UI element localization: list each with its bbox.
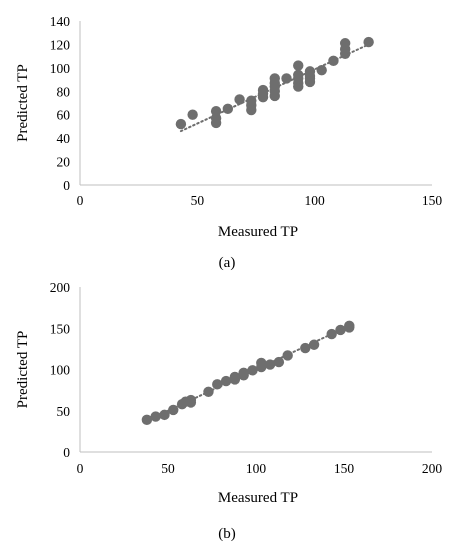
x-tick-label: 150	[334, 461, 355, 476]
x-axis-title: Measured TP	[218, 490, 298, 506]
data-point	[229, 374, 241, 385]
data-point	[168, 404, 179, 416]
data-point	[328, 55, 339, 67]
y-tick-label: 100	[50, 61, 71, 76]
data-point	[293, 60, 304, 71]
data-point	[212, 379, 223, 390]
data-point	[308, 339, 320, 350]
data-point	[150, 411, 161, 422]
x-tick-label: 100	[305, 193, 326, 208]
data-point	[269, 73, 280, 84]
data-point	[185, 397, 197, 408]
x-tick-label: 50	[161, 461, 175, 476]
data-point	[175, 118, 187, 130]
data-point	[187, 109, 198, 120]
data-point	[264, 359, 276, 370]
x-tick-label: 200	[422, 461, 443, 476]
x-tick-label: 50	[191, 193, 205, 208]
y-tick-label: 80	[57, 84, 71, 99]
y-tick-label: 50	[57, 404, 71, 419]
data-point	[222, 103, 234, 115]
y-tick-label: 200	[50, 280, 71, 295]
data-point	[234, 94, 245, 105]
data-point	[256, 357, 267, 369]
data-point	[339, 38, 351, 49]
data-point	[210, 106, 222, 117]
data-point	[344, 320, 355, 331]
data-point	[257, 84, 269, 96]
data-point	[326, 328, 337, 340]
data-point	[220, 375, 232, 387]
data-point	[304, 66, 316, 77]
x-tick-label: 150	[422, 193, 443, 208]
y-tick-label: 40	[57, 131, 71, 146]
data-point	[246, 95, 257, 106]
data-point	[293, 69, 304, 81]
y-tick-label: 0	[63, 178, 70, 193]
y-tick-label: 0	[63, 445, 70, 460]
y-axis-title: Predicted TP	[15, 331, 31, 409]
data-point	[335, 324, 346, 336]
data-point	[247, 365, 258, 376]
panel-label: (a)	[219, 255, 236, 271]
panel-b: 0 50 100 150 200 0 50 100 150 200 Measured TP Predi…	[15, 280, 442, 542]
data-point	[273, 356, 285, 368]
data-point	[141, 414, 153, 426]
data-point	[300, 342, 311, 354]
data-point	[363, 36, 374, 48]
x-axis-title: Measured TP	[218, 224, 298, 240]
data-point	[282, 350, 293, 361]
data-point	[159, 409, 170, 421]
data-point	[203, 386, 214, 397]
x-tick-label: 100	[246, 461, 267, 476]
y-axis-title: Predicted TP	[15, 64, 31, 142]
data-point	[281, 73, 292, 84]
y-tick-label: 100	[50, 363, 71, 378]
y-tick-label: 150	[50, 321, 71, 336]
y-tick-label: 20	[57, 155, 71, 170]
panel-a: 0 20 40 60 80 100 120 140 0 50 100 150 Measured TP Pr…	[15, 14, 442, 271]
data-point	[238, 367, 249, 378]
y-tick-label: 120	[50, 37, 71, 52]
data-point	[316, 65, 327, 76]
panel-label: (b)	[218, 526, 236, 542]
y-tick-label: 60	[57, 108, 71, 123]
x-tick-label: 0	[77, 193, 84, 208]
x-tick-label: 0	[77, 461, 84, 476]
y-tick-label: 140	[50, 14, 71, 29]
